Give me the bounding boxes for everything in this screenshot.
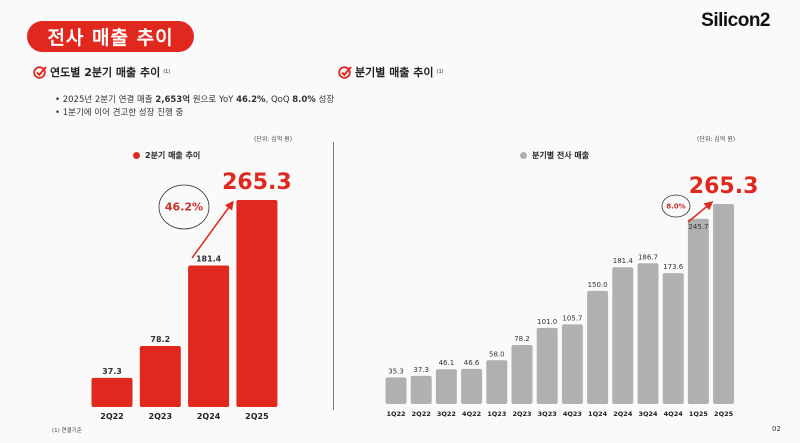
bar-4Q23 [561, 324, 583, 404]
data-label: 173.6 [663, 263, 684, 271]
x-tick-label: 2Q23 [512, 410, 531, 418]
bar-1Q24 [587, 290, 609, 404]
bar-2Q25 [713, 204, 735, 404]
right-unit-label: (단위: 십억 원) [697, 136, 736, 143]
right-section-title: 분기별 매출 추이 (1) [338, 64, 444, 80]
footnote-ref: (1) [163, 69, 171, 75]
bar-3Q22 [435, 369, 457, 404]
x-tick-label: 1Q25 [689, 410, 709, 418]
x-tick-label: 1Q24 [588, 410, 608, 418]
data-label: 101.0 [537, 318, 557, 326]
x-tick-label: 3Q22 [437, 410, 456, 418]
growth-arrow [687, 201, 714, 223]
data-label: 245.7 [688, 223, 708, 231]
bar-2Q24 [612, 267, 634, 404]
data-label: 46.1 [439, 359, 455, 367]
right-legend: 분기별 전사 매출 [520, 150, 589, 161]
bar-1Q25 [687, 218, 709, 404]
growth-rate-label: 46.2% [165, 201, 203, 214]
data-label: 37.3 [413, 366, 429, 374]
x-tick-label: 4Q22 [462, 410, 481, 418]
left-legend: 2분기 매출 추이 [133, 150, 200, 161]
left-section-title-text: 연도별 2분기 매출 추이 [50, 66, 161, 79]
data-label: 150.0 [588, 281, 608, 289]
page-number: 02 [772, 425, 781, 433]
highlight-value-label: 265.3 [689, 174, 759, 199]
company-logo: Silicon2 [701, 10, 770, 31]
growth-circle [661, 194, 691, 218]
bar-2Q22 [91, 377, 133, 407]
bar-2Q22 [410, 375, 432, 404]
bar-4Q22 [461, 368, 483, 404]
bar-2Q24 [188, 265, 230, 407]
data-label: 58.0 [489, 350, 505, 358]
x-tick-label: 2Q24 [197, 412, 221, 421]
x-tick-label: 2Q22 [412, 410, 431, 418]
bar-1Q22 [385, 377, 407, 404]
growth-circle [158, 184, 210, 230]
bar-2Q23 [139, 345, 181, 407]
page-title: 전사 매출 추이 [27, 21, 194, 52]
x-tick-label: 2Q25 [245, 412, 269, 421]
x-tick-label: 2Q23 [149, 412, 173, 421]
check-circle-icon [33, 66, 47, 79]
legend-swatch [133, 152, 140, 159]
bar-2Q25 [236, 200, 278, 407]
growth-rate-label: 8.0% [666, 202, 685, 210]
divider [333, 142, 334, 410]
footnote: (1) 연결기준 [52, 428, 82, 434]
data-label: 37.3 [102, 367, 122, 376]
growth-arrow [191, 200, 234, 259]
bar-2Q23 [511, 345, 533, 404]
x-tick-label: 2Q22 [100, 412, 124, 421]
data-label: 46.6 [464, 359, 480, 367]
bullet-1: • 2025년 2분기 연결 매출 2,653억 원으로 YoY 46.2%, … [55, 95, 335, 105]
data-label: 35.3 [388, 367, 404, 375]
left-section-title: 연도별 2분기 매출 추이 (1) [33, 64, 170, 80]
legend-swatch [520, 152, 527, 159]
data-label: 181.4 [613, 257, 634, 265]
x-tick-label: 3Q24 [638, 410, 658, 418]
right-section-title-text: 분기별 매출 추이 [355, 66, 434, 79]
bar-3Q24 [637, 263, 659, 404]
highlight-value-label: 265.3 [222, 170, 292, 195]
bar-1Q23 [486, 360, 508, 404]
x-tick-label: 1Q23 [487, 410, 506, 418]
data-label: 78.2 [514, 335, 530, 343]
x-tick-label: 1Q22 [386, 410, 405, 418]
bullet-2: • 1분기에 이어 견고한 성장 진행 중 [55, 108, 184, 118]
x-tick-label: 4Q24 [664, 410, 684, 418]
data-label: 186.7 [638, 253, 658, 261]
bar-3Q23 [536, 327, 558, 404]
x-tick-label: 4Q23 [563, 410, 582, 418]
left-unit-label: (단위: 십억 원) [254, 136, 293, 143]
data-label: 78.2 [150, 335, 170, 344]
bar-4Q24 [662, 273, 684, 404]
data-label: 181.4 [196, 254, 222, 263]
x-tick-label: 3Q23 [538, 410, 557, 418]
x-tick-label: 2Q24 [613, 410, 633, 418]
x-tick-label: 2Q25 [714, 410, 734, 418]
data-label: 105.7 [562, 314, 582, 322]
footnote-ref: (1) [436, 69, 444, 75]
check-circle-icon [338, 66, 352, 79]
